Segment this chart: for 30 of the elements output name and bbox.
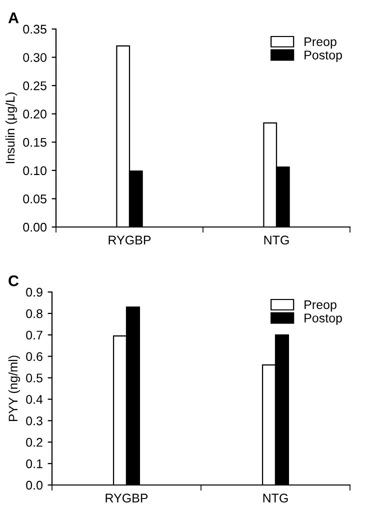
- chart-title: C: [8, 275, 19, 286]
- legend-label: Postop: [304, 314, 342, 325]
- y-tick-label: 0.05: [23, 194, 46, 204]
- y-tick-label: 0.20: [23, 110, 46, 119]
- y-tick-label: 0.30: [23, 53, 46, 62]
- y-tick-label: 0.8: [26, 309, 42, 318]
- y-tick-label: 0.7: [26, 330, 42, 340]
- y-tick-label: 0.00: [23, 222, 46, 232]
- x-tick-label: RYGBP: [108, 236, 151, 245]
- y-tick-label: 0.2: [26, 438, 42, 447]
- y-tick-label: 0.1: [26, 459, 42, 468]
- legend-label: Postop: [304, 50, 342, 62]
- legend-label: Preop: [304, 37, 336, 49]
- legend-label: Preop: [304, 300, 336, 312]
- y-tick-label: 0.3: [26, 416, 42, 426]
- y-tick-label: 0.4: [26, 395, 43, 404]
- y-tick-label: 0.35: [23, 24, 46, 34]
- y-axis-title: PYY (ng/ml): [8, 356, 20, 422]
- y-tick-label: 0.9: [26, 288, 42, 297]
- y-tick-label: 0.5: [26, 374, 42, 382]
- chart-title: A: [8, 12, 19, 24]
- x-tick-label: NTG: [264, 236, 289, 245]
- y-tick-label: 0.10: [23, 166, 46, 176]
- y-tick-label: 0.6: [26, 352, 42, 361]
- y-axis-title: Insulin (μg/L): [5, 92, 18, 164]
- x-tick-label: NTG: [263, 494, 288, 503]
- y-tick-label: 0.25: [23, 81, 46, 90]
- x-tick-label: RYGBP: [106, 494, 148, 503]
- y-tick-label: 0.0: [26, 480, 42, 490]
- y-tick-label: 0.15: [23, 138, 46, 147]
